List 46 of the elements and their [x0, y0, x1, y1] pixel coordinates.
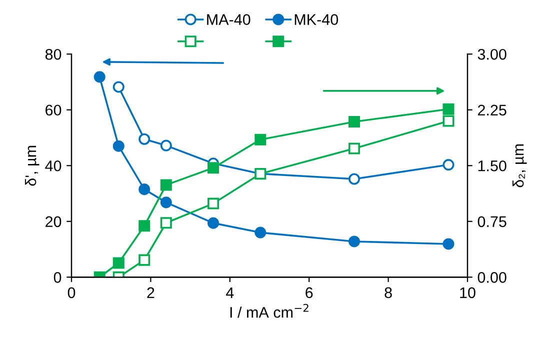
point: [348, 236, 360, 248]
y2-tick-label: 2.25: [478, 104, 506, 116]
point: [208, 162, 220, 174]
y-axis-title: δ', µm: [24, 146, 40, 186]
point: [138, 220, 150, 232]
y2-tick-label: 0.75: [478, 216, 506, 228]
y-tick-label: 20: [46, 216, 62, 228]
point: [442, 159, 454, 171]
point: [348, 142, 360, 154]
x-tick-label: 10: [460, 287, 476, 298]
point: [442, 238, 454, 250]
point: [160, 140, 172, 152]
legend-label: MA-40: [207, 14, 250, 25]
x-tick-label: 8: [384, 287, 392, 298]
y2-tick-label: 1.50: [478, 160, 506, 172]
point: [208, 217, 220, 229]
y-tick-label: 60: [46, 104, 62, 116]
y2-tick-label: 0.00: [478, 272, 506, 283]
point: [94, 71, 106, 83]
point: [160, 196, 172, 208]
point: [442, 103, 454, 115]
y-tick-label: 0: [54, 272, 62, 283]
point: [208, 198, 220, 210]
point: [112, 140, 124, 152]
point: [442, 115, 454, 127]
point: [160, 179, 172, 191]
point: [112, 81, 124, 93]
legend-label: MK-40: [294, 14, 338, 25]
point: [138, 254, 150, 266]
x-tick-label: 2: [147, 287, 154, 298]
y-tick-label: 40: [45, 160, 62, 172]
y-tick-label: 80: [45, 48, 62, 60]
point: [138, 184, 150, 196]
point: [138, 133, 150, 145]
point: [160, 217, 172, 229]
point: [348, 116, 360, 128]
y2-tick-label: 3.00: [478, 48, 506, 60]
x-tick-label: 4: [226, 287, 234, 298]
point: [254, 226, 266, 238]
y2-axis-title: δ₂, µm: [512, 144, 527, 188]
x-tick-label: 0: [68, 287, 76, 298]
point: [254, 134, 266, 146]
x-axis-title: I / mA cm$^{−2}$: [230, 304, 308, 318]
point: [348, 173, 360, 185]
point: [112, 257, 124, 269]
x-tick-label: 6: [306, 287, 313, 298]
